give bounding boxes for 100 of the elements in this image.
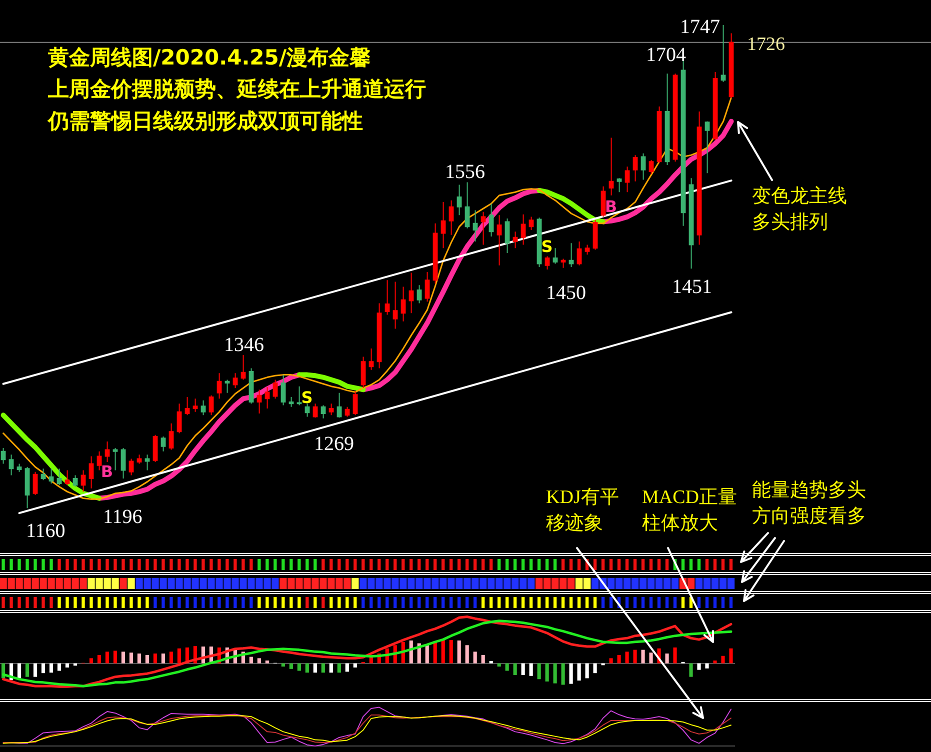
bar <box>313 663 317 673</box>
annotation: B <box>100 462 114 481</box>
candlestick <box>8 454 14 476</box>
candlestick <box>616 178 622 193</box>
bar <box>97 654 102 664</box>
annotation: B <box>604 197 618 216</box>
bar <box>441 640 445 664</box>
annotation: S <box>541 237 553 256</box>
candlestick <box>32 471 38 496</box>
candlestick <box>192 398 198 412</box>
candlestick <box>688 178 694 270</box>
bar <box>329 663 333 673</box>
candlestick <box>40 468 46 481</box>
bar <box>17 663 22 678</box>
bar <box>665 654 669 664</box>
bar <box>113 650 118 664</box>
candlestick <box>608 137 614 196</box>
bar <box>577 663 581 681</box>
annotation: KDJ有平移迹象 <box>546 486 620 536</box>
bar <box>465 645 469 664</box>
candlestick <box>304 403 310 418</box>
candlestick <box>528 216 534 230</box>
bar <box>561 663 565 685</box>
annotation: 1196 <box>103 506 142 528</box>
candlestick <box>432 222 438 284</box>
bar <box>537 663 541 680</box>
bar <box>473 652 477 664</box>
candlestick <box>240 354 246 380</box>
candlestick <box>408 272 414 314</box>
annotation: 1556 <box>445 161 485 183</box>
bar <box>145 654 150 664</box>
bar <box>609 658 613 664</box>
candlestick <box>24 466 30 509</box>
candlestick <box>56 468 62 486</box>
bar <box>257 658 261 664</box>
bar <box>297 663 301 671</box>
annotation: 1346 <box>224 334 264 356</box>
candlestick <box>640 152 646 180</box>
candlestick <box>368 348 374 370</box>
candlestick <box>520 214 526 246</box>
candlestick <box>216 372 222 400</box>
ref-line-label: 1726 <box>747 34 785 55</box>
bar <box>697 663 701 670</box>
candlestick <box>328 403 334 416</box>
candlestick <box>256 389 262 414</box>
bar <box>713 660 717 664</box>
bar <box>673 647 677 664</box>
bar <box>289 663 293 669</box>
bar <box>481 654 485 664</box>
candlestick <box>136 454 142 464</box>
bar <box>89 658 94 664</box>
candlestick <box>152 434 158 463</box>
candlestick <box>352 390 358 416</box>
bar <box>625 652 629 664</box>
candlestick <box>296 386 302 406</box>
candlestick <box>104 440 110 463</box>
candlestick <box>344 406 350 418</box>
candlestick <box>0 448 6 464</box>
bar <box>449 640 453 664</box>
bar <box>161 654 166 664</box>
bar <box>337 663 341 673</box>
candlestick <box>112 448 118 471</box>
candlestick <box>144 454 150 471</box>
bar <box>321 663 325 673</box>
bar <box>617 654 621 664</box>
bar <box>249 656 253 664</box>
candlestick <box>504 218 510 254</box>
annotation: 1160 <box>26 520 66 542</box>
candlestick <box>720 24 726 82</box>
candlestick <box>672 73 678 162</box>
candlestick <box>80 470 86 492</box>
bar <box>633 650 637 664</box>
bar <box>529 663 533 676</box>
candlestick <box>312 403 318 418</box>
bar <box>49 663 54 673</box>
bar <box>137 654 142 664</box>
candlestick <box>392 281 398 330</box>
bar <box>457 640 461 664</box>
bar <box>41 663 46 674</box>
candlestick <box>208 394 214 416</box>
candlestick <box>200 400 206 416</box>
annotation: 1269 <box>314 433 354 455</box>
candlestick <box>232 372 238 388</box>
candlestick <box>552 248 558 264</box>
candlestick <box>488 203 494 238</box>
candlestick <box>704 120 710 174</box>
candlestick <box>680 60 686 226</box>
candlestick <box>592 220 598 250</box>
candlestick <box>248 368 254 404</box>
candlestick <box>624 166 630 193</box>
candlestick <box>416 284 422 304</box>
annotation: 1450 <box>546 282 586 304</box>
text: 上周金价摆脱颓势、延续在上升通道运行仍需警惕日线级别形成双顶可能性 <box>48 76 427 135</box>
candlestick <box>72 474 78 488</box>
bar <box>177 648 182 664</box>
bar <box>641 650 645 664</box>
bar <box>129 652 134 664</box>
candlestick <box>584 244 590 256</box>
candlestick <box>264 386 270 410</box>
candlestick <box>664 73 670 166</box>
